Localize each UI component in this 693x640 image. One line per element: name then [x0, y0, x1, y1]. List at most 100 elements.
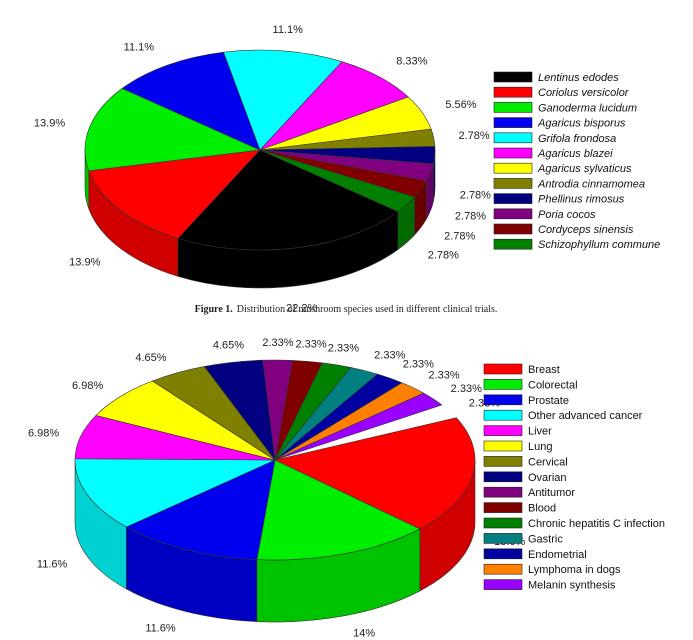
legend-swatch-lung	[483, 440, 523, 452]
pie-chart-cancer-types: 18.6%14%11.6%11.6%6.98%6.98%4.65%4.65%2.…	[28, 337, 525, 639]
legend-swatch-grifola-frondosa	[493, 132, 533, 144]
value-label-antrodia-cinnamomea: 2.78%	[458, 130, 489, 142]
legend-swatch-agaricus-sylvaticus	[493, 162, 533, 174]
legend-swatch-colorectal	[483, 379, 523, 390]
value-label-agaricus-sylvaticus: 5.56%	[445, 99, 476, 111]
value-label-prostate: 11.6%	[145, 623, 176, 635]
pie-slice-colorectal	[256, 459, 421, 561]
value-label-schizophyllum-commune: 2.78%	[428, 249, 459, 261]
value-label-agaricus-blazei: 8.33%	[396, 56, 427, 68]
legend-swatch-antitumor	[483, 486, 523, 498]
value-label-other-advanced-cancer: 11.6%	[37, 559, 68, 571]
legend-swatch-other-advanced-cancer	[483, 409, 523, 421]
value-label-cervical: 4.65%	[135, 352, 166, 364]
pie-side-walls	[84, 149, 436, 289]
legend-label-lymphoma-in-dogs: Lymphoma in dogs	[528, 564, 621, 576]
legend-swatch-blood	[483, 502, 523, 513]
legend-label-lentinus-edodes: Lentinus edodes	[538, 72, 619, 84]
legend-label-prostate: Prostate	[528, 395, 569, 407]
legend-swatch-ganoderma-lucidum	[493, 102, 533, 113]
legend-swatch-liver	[483, 425, 523, 436]
legend-cancer-types: Breast Colorectal Prostate Other advanced c…	[483, 363, 665, 592]
pie-slice-grifola-frondosa	[223, 49, 343, 151]
value-label-melanin-synthesis: 2.33%	[451, 383, 482, 395]
pie-slice-melanin-synthesis	[274, 392, 443, 461]
pie-slice-agaricus-blazei	[259, 61, 409, 151]
legend-label-agaricus-blazei: Agaricus blazei	[537, 148, 613, 160]
legend-swatch-prostate	[483, 394, 523, 406]
legend-swatch-cordyceps-sinensis	[493, 223, 533, 235]
pie-slice-schizophyllum-commune	[259, 149, 416, 212]
value-label-lentinus-edodes: 22.2%	[286, 302, 317, 314]
legend-mushroom-species: Lentinus edodes Coriolus versicolor Ganode…	[493, 71, 660, 251]
legend-label-gastric: Gastric	[528, 533, 563, 545]
legend-label-other-advanced-cancer: Other advanced cancer	[528, 410, 643, 422]
legend-swatch-lentinus-edodes	[493, 71, 533, 83]
value-label-poria-cocos: 2.78%	[455, 210, 486, 222]
legend-label-ganoderma-lucidum: Ganoderma lucidum	[538, 102, 637, 114]
value-label-ganoderma-lucidum: 13.9%	[34, 118, 65, 130]
legend-label-antrodia-cinnamomea: Antrodia cinnamomea	[537, 178, 645, 190]
legend-label-schizophyllum-commune: Schizophyllum commune	[538, 239, 660, 251]
legend-swatch-chronic-hepatitis-c-infection	[483, 517, 523, 529]
figure-caption-text: Distribution of mushroom species used in…	[237, 304, 498, 315]
legend-swatch-agaricus-blazei	[493, 147, 533, 159]
legend-label-endometrial: Endometrial	[528, 549, 587, 561]
legend-label-coriolus-versicolor: Coriolus versicolor	[538, 87, 630, 99]
pie-slice-other-advanced-cancer	[74, 458, 276, 528]
pie-top-faces	[84, 49, 436, 251]
legend-swatch-phellinus-rimosus	[493, 193, 533, 204]
value-label-agaricus-bisporus: 11.1%	[124, 42, 155, 54]
value-label-blood: 2.33%	[295, 339, 326, 351]
figure-caption: Figure 1. Distribution of mushroom specie…	[195, 304, 498, 315]
legend-swatch-lymphoma-in-dogs	[483, 563, 523, 575]
legend-swatch-agaricus-bisporus	[493, 117, 533, 128]
legend-swatch-cervical	[483, 456, 523, 467]
pie-slice-coriolus-versicolor	[88, 149, 261, 239]
legend-label-poria-cocos: Poria cocos	[538, 209, 596, 221]
pie-top-faces	[74, 359, 476, 561]
legend-label-agaricus-bisporus: Agaricus bisporus	[537, 118, 626, 130]
pie-slice-lentinus-edodes	[177, 149, 399, 251]
value-label-liver: 6.98%	[28, 427, 59, 439]
legend-label-cordyceps-sinensis: Cordyceps sinensis	[538, 224, 634, 236]
legend-label-phellinus-rimosus: Phellinus rimosus	[538, 194, 625, 206]
legend-label-lung: Lung	[528, 441, 552, 453]
legend-swatch-breast	[483, 363, 523, 375]
pie-slice-breast	[274, 417, 476, 530]
legend-swatch-melanin-synthesis	[483, 579, 523, 590]
value-label-coriolus-versicolor: 13.9%	[69, 257, 100, 269]
legend-label-antitumor: Antitumor	[528, 487, 575, 499]
pie-slice-ganoderma-lucidum	[84, 88, 262, 172]
pie-slice-prostate	[125, 459, 276, 560]
value-label-lymphoma-in-dogs: 2.33%	[428, 370, 459, 382]
pie-value-labels: 22.2% 13.9% 13.9% 11.1% 11.1% 8.33% 5.56% 2.78%…	[34, 24, 491, 314]
figure-caption-label: Figure 1.	[195, 304, 234, 315]
pie-chart-mushroom-species: 22.2% 13.9% 13.9% 11.1% 11.1% 8.33% 5.56% 2.78%…	[34, 24, 491, 314]
legend-label-ovarian: Ovarian	[528, 472, 567, 484]
legend-swatch-poria-cocos	[493, 208, 533, 220]
legend-swatch-schizophyllum-commune	[493, 238, 533, 250]
pie-side-walls	[74, 459, 476, 623]
legend-swatch-gastric	[483, 533, 523, 544]
legend-swatch-endometrial	[483, 548, 523, 560]
value-label-grifola-frondosa: 11.1%	[273, 24, 304, 36]
legend-label-melanin-synthesis: Melanin synthesis	[528, 580, 616, 592]
legend-swatch-antrodia-cinnamomea	[493, 178, 533, 189]
legend-label-cervical: Cervical	[528, 456, 568, 468]
value-label-lung: 6.98%	[72, 380, 103, 392]
value-label-phellinus-rimosus: 2.78%	[460, 189, 491, 201]
legend-swatch-ovarian	[483, 471, 523, 483]
legend-label-agaricus-sylvaticus: Agaricus sylvaticus	[537, 163, 632, 175]
value-label-chronic-hepatitis-c-infection: 2.33%	[328, 343, 359, 355]
legend-swatch-coriolus-versicolor	[493, 86, 533, 98]
legend-label-breast: Breast	[528, 364, 560, 376]
value-label-cordyceps-sinensis: 2.78%	[444, 231, 475, 243]
pie-slice-agaricus-bisporus	[121, 51, 261, 151]
value-label-antitumor: 2.33%	[262, 337, 293, 349]
value-label-ovarian: 4.65%	[213, 340, 244, 352]
value-label-colorectal: 14%	[353, 627, 375, 639]
legend-label-liver: Liver	[528, 426, 552, 438]
legend-label-chronic-hepatitis-c-infection: Chronic hepatitis C infection	[528, 518, 665, 530]
